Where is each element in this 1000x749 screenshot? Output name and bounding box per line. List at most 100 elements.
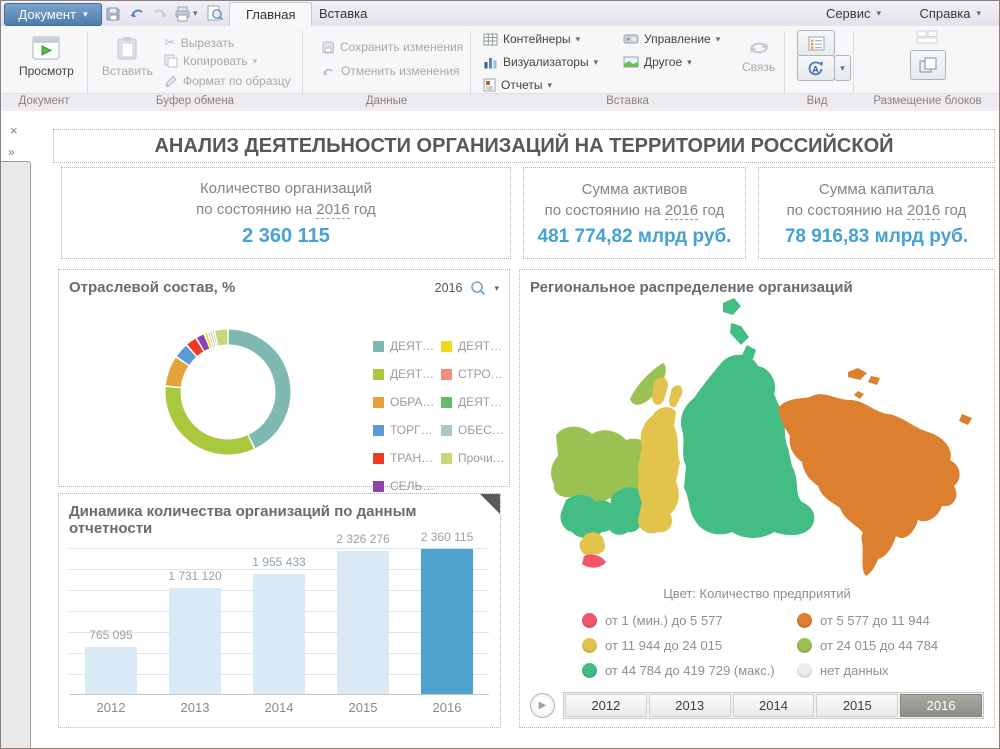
year-selector: 2012 2013 2014 2015 2016	[563, 691, 984, 719]
year-button-2012[interactable]: 2012	[565, 693, 647, 717]
map-region-ural-north[interactable]	[669, 385, 683, 408]
button-label: Связь	[742, 60, 776, 74]
menu-help[interactable]: Справка ▾	[919, 1, 981, 26]
redo-button[interactable]	[151, 4, 168, 23]
legend-label: от 44 784 до 419 729 (макс.)	[605, 663, 775, 678]
industry-donut-block[interactable]: Отраслевой состав, % 2016 ▾ ДЕЯТ… ДЕЯТ… ОБ…	[58, 269, 510, 493]
map-region-ural-north[interactable]	[652, 377, 668, 405]
year-button-2013[interactable]: 2013	[648, 693, 731, 717]
map-region-sakhalin[interactable]	[881, 489, 902, 533]
ribbon-group-document: Просмотр	[1, 26, 87, 94]
kpi-assets[interactable]: Сумма активов по состоянию на 2016 год 4…	[523, 167, 746, 259]
legend-swatch	[441, 396, 452, 408]
map-region-fareast[interactable]	[778, 394, 960, 559]
legend-swatch	[373, 424, 384, 436]
map-region-siberia[interactable]	[680, 354, 815, 538]
map-region-islands[interactable]	[730, 323, 749, 345]
kpi-year[interactable]: 2016	[316, 201, 350, 219]
play-button[interactable]: ▶	[530, 692, 555, 718]
donut-legend-item: СЕЛЬ…	[373, 472, 441, 500]
kpi-org-count[interactable]: Количество организаций по состоянию на 2…	[61, 167, 511, 259]
preview-mode-button[interactable]: Просмотр	[13, 32, 80, 82]
map-region-south[interactable]	[579, 532, 606, 556]
arrange-blocks-button[interactable]	[910, 50, 946, 80]
reports-button[interactable]: Отчеты ▾	[483, 78, 552, 92]
map-region-islands[interactable]	[723, 298, 741, 315]
map-region-central[interactable]	[560, 494, 618, 538]
refresh-dropdown[interactable]: ▾	[834, 55, 851, 81]
legend-label: ДЕЯТ…	[458, 395, 503, 409]
copy-button[interactable]: Копировать ▾	[164, 54, 257, 68]
chevron-down-icon[interactable]: ▾	[494, 282, 499, 293]
regional-map-block[interactable]: Региональное распределение организаций	[519, 269, 995, 728]
svg-text:A: A	[812, 64, 819, 74]
dynamics-bar-block[interactable]: Динамика количества организаций по данны…	[58, 493, 501, 728]
print-dropdown[interactable]: ▾	[193, 4, 198, 23]
visualizers-button[interactable]: Визуализаторы ▾	[483, 55, 598, 69]
print-button[interactable]	[174, 4, 191, 23]
map-region-northwest[interactable]	[551, 426, 652, 504]
year-button-2016[interactable]: 2016	[900, 693, 982, 717]
legend-label: ДЕЯТ…	[390, 339, 435, 353]
paste-button[interactable]: Вставить	[96, 32, 159, 82]
document-menu-button[interactable]: Документ ▾	[4, 3, 102, 26]
kpi-year[interactable]: 2016	[906, 201, 941, 220]
map-region-volga[interactable]	[608, 487, 644, 535]
donut-legend-item: ОБРА…	[373, 388, 441, 416]
map-region-chukotka-islands[interactable]	[868, 376, 880, 385]
map-region-wrangel[interactable]	[959, 414, 972, 425]
year-button-2014[interactable]: 2014	[732, 693, 815, 717]
management-button[interactable]: Управление ▾	[623, 32, 720, 46]
bar	[253, 574, 305, 694]
map-region-northwest-arc[interactable]	[630, 363, 666, 405]
legend-label: Прочи…	[458, 451, 505, 465]
map-region-chukotka-islands[interactable]	[848, 368, 867, 380]
refresh-button[interactable]: A	[797, 55, 835, 81]
map-legend-item: от 5 577 до 11 944	[797, 608, 999, 633]
save-changes-button[interactable]: Сохранить изменения	[321, 40, 463, 54]
block-corner-marker[interactable]	[480, 494, 500, 514]
menu-service[interactable]: Сервис ▾	[826, 1, 881, 26]
save-button[interactable]	[105, 4, 121, 23]
group-label-document: Документ	[18, 95, 70, 107]
button-label: Вырезать	[180, 35, 235, 50]
map-region-caucasus[interactable]	[582, 554, 606, 568]
containers-button[interactable]: Контейнеры ▾	[483, 32, 580, 46]
map-region-islands[interactable]	[742, 345, 756, 359]
undo-changes-button[interactable]: Отменить изменения	[321, 64, 459, 78]
year-button-2015[interactable]: 2015	[816, 693, 899, 717]
kpi-capital[interactable]: Сумма капитала по состоянию на 2016 год …	[758, 167, 995, 259]
button-label: Управление	[644, 32, 711, 46]
donut-legend-item: ДЕЯТ…	[441, 388, 509, 416]
dashboard-title-block[interactable]: АНАЛИЗ ДЕЯТЕЛЬНОСТИ ОРГАНИЗАЦИЙ НА ТЕРРИ…	[53, 129, 995, 163]
close-icon[interactable]: ×	[10, 123, 18, 138]
expand-panel-icon[interactable]: »	[8, 145, 15, 159]
view-list-button[interactable]	[797, 30, 835, 56]
dashboard-title: АНАЛИЗ ДЕЯТЕЛЬНОСТИ ОРГАНИЗАЦИЙ НА ТЕРРИ…	[154, 135, 894, 157]
collapsed-side-panel[interactable]	[1, 161, 31, 748]
dashboard-canvas: АНАЛИЗ ДЕЯТЕЛЬНОСТИ ОРГАНИЗАЦИЙ НА ТЕРРИ…	[31, 111, 999, 748]
link-button[interactable]: Связь	[736, 34, 781, 78]
cut-button[interactable]: ✂ Вырезать	[164, 34, 234, 51]
legend-dot	[797, 663, 812, 678]
map-region-kamchatka[interactable]	[861, 523, 885, 576]
undo-button[interactable]	[129, 4, 146, 23]
preview-button[interactable]	[206, 4, 224, 23]
kpi-year[interactable]: 2016	[664, 201, 699, 220]
format-painter-button[interactable]: Формат по образцу	[164, 74, 291, 88]
russia-map[interactable]	[526, 296, 988, 584]
tab-insert[interactable]: Вставка	[303, 2, 383, 26]
x-axis-label: 2014	[264, 700, 294, 715]
other-button[interactable]: Другое ▾	[623, 55, 692, 69]
chevron-down-icon: ▾	[575, 33, 581, 44]
map-region-chukotka-islands[interactable]	[854, 391, 864, 399]
map-title: Региональное распределение организаций	[530, 279, 853, 296]
map-region-ural[interactable]	[638, 407, 680, 534]
zoom-icon[interactable]	[470, 280, 486, 296]
legend-dot	[582, 663, 597, 678]
tab-main[interactable]: Главная	[229, 2, 313, 27]
map-legend-item: от 24 015 до 44 784	[797, 633, 999, 658]
save-icon	[106, 7, 120, 20]
bar-chart-icon	[484, 57, 497, 68]
map-legend: от 1 (мин.) до 5 577 от 5 577 до 11 944 от…	[582, 608, 999, 683]
